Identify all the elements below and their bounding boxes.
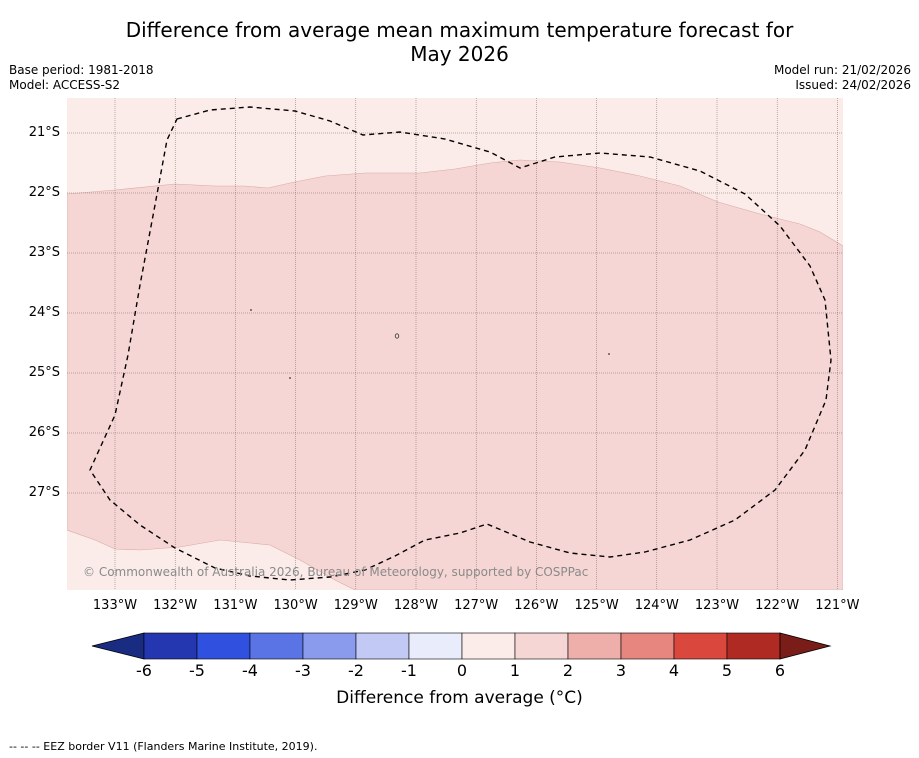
longitude-label: 127°W	[454, 598, 499, 613]
longitude-label: 132°W	[153, 598, 198, 613]
colorbar-tick-label: 5	[721, 661, 733, 680]
colorbar	[91, 632, 832, 660]
colorbar-tick-label: -2	[348, 661, 364, 680]
colorbar-tick-label: 0	[456, 661, 468, 680]
colorbar-segment	[196, 632, 251, 660]
longitude-label: 126°W	[514, 598, 559, 613]
island-4	[608, 353, 610, 355]
latitude-label: 21°S	[28, 125, 60, 140]
island-1	[250, 309, 252, 311]
base-period: Base period: 1981-2018	[9, 63, 154, 77]
colorbar-segment	[249, 632, 304, 660]
colorbar-tick-label: 1	[509, 661, 521, 680]
longitude-label: 129°W	[333, 598, 378, 613]
colorbar-segment	[461, 632, 516, 660]
longitude-label: 123°W	[694, 598, 740, 613]
colorbar-tick-label: -4	[242, 661, 258, 680]
colorbar-tick-label: -1	[401, 661, 417, 680]
longitude-label: 124°W	[634, 598, 679, 613]
colorbar-tick-label: 6	[774, 661, 786, 680]
title-line-1: Difference from average mean maximum tem…	[125, 18, 794, 42]
colorbar-tick-label: 3	[615, 661, 627, 680]
eez-legend: -- -- -- EEZ border V11 (Flanders Marine…	[9, 740, 318, 753]
colorbar-segment	[302, 632, 357, 660]
eez-border	[89, 106, 832, 581]
meta-right: Model run: 21/02/2026 Issued: 24/02/2026	[774, 63, 911, 93]
latitude-label: 27°S	[28, 485, 60, 500]
longitude-label: 128°W	[393, 598, 439, 613]
copyright-notice: © Commonwealth of Australia 2026, Bureau…	[83, 565, 589, 579]
colorbar-segment	[726, 632, 781, 660]
colorbar-tick-label: 2	[562, 661, 574, 680]
colorbar-label: Difference from average (°C)	[336, 688, 583, 708]
colorbar-segment	[143, 632, 198, 660]
model-run: Model run: 21/02/2026	[773, 63, 911, 77]
chart-title: Difference from average mean maximum tem…	[0, 18, 919, 66]
latitude-label: 25°S	[28, 365, 60, 380]
anomaly-class-1-2	[67, 159, 843, 590]
latitude-label: 23°S	[28, 245, 60, 260]
latitude-label: 26°S	[28, 425, 60, 440]
colorbar-tick-label: -3	[295, 661, 311, 680]
colorbar-extend-low	[91, 632, 145, 660]
model-name: Model: ACCESS-S2	[9, 78, 121, 92]
colorbar-segment	[355, 632, 410, 660]
longitude-label: 125°W	[574, 598, 619, 613]
colorbar-tick-label: -5	[189, 661, 205, 680]
issued-date: Issued: 24/02/2026	[795, 78, 911, 92]
colorbar-segment	[408, 632, 463, 660]
colorbar-segment	[673, 632, 728, 660]
colorbar-tick-label: -6	[136, 661, 152, 680]
map-area	[67, 98, 843, 590]
colorbar-segment	[620, 632, 675, 660]
colorbar-segment	[514, 632, 569, 660]
island-3	[289, 377, 291, 379]
longitude-label: 130°W	[273, 598, 318, 613]
longitude-label: 121°W	[815, 598, 860, 613]
longitude-label: 122°W	[755, 598, 800, 613]
latitude-label: 22°S	[28, 185, 60, 200]
colorbar-extend-high	[779, 632, 832, 660]
colorbar-segment	[567, 632, 622, 660]
meta-left: Base period: 1981-2018 Model: ACCESS-S2	[9, 63, 154, 93]
latitude-label: 24°S	[28, 305, 60, 320]
longitude-label: 133°W	[92, 598, 138, 613]
title-line-2: May 2026	[410, 42, 509, 66]
colorbar-tick-label: 4	[668, 661, 680, 680]
island-2	[394, 333, 400, 339]
longitude-label: 131°W	[213, 598, 258, 613]
